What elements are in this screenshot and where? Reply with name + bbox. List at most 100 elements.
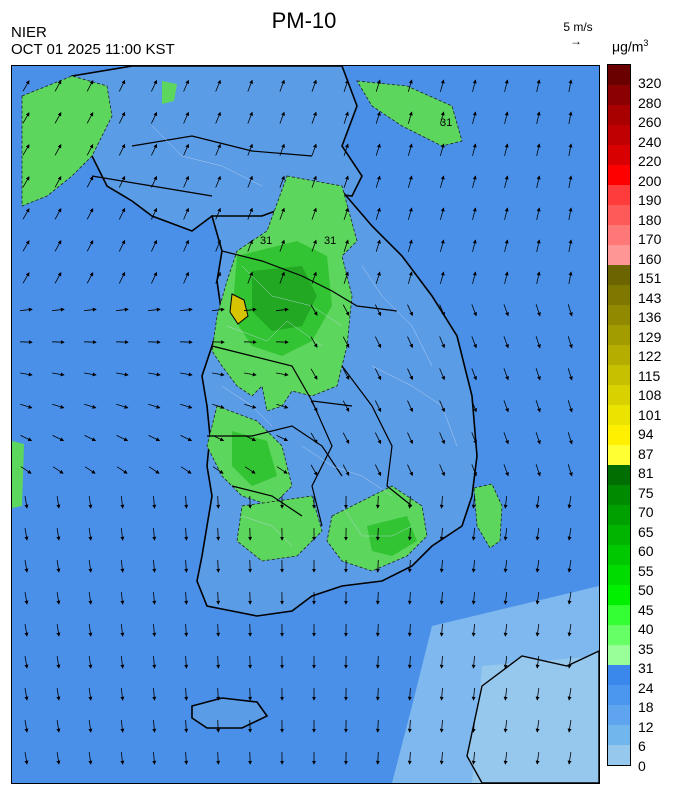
wind-arrow — [22, 144, 30, 156]
wind-arrow — [52, 435, 65, 442]
wind-arrow — [568, 111, 573, 124]
wind-arrow — [374, 464, 382, 477]
wind-arrow — [567, 592, 572, 605]
wind-arrow — [86, 239, 94, 252]
wind-arrow — [244, 466, 256, 474]
color-scale-label: 129 — [638, 328, 662, 345]
unit-label: μg/m3 — [612, 38, 648, 55]
color-scale-label: 108 — [638, 387, 662, 403]
wind-arrow — [86, 271, 94, 284]
wind-arrow — [471, 400, 477, 413]
color-scale-step — [608, 685, 630, 706]
wind-arrow — [374, 368, 382, 381]
wind-arrow — [120, 687, 125, 701]
wind-arrow — [342, 304, 350, 317]
wind-arrow — [440, 175, 445, 188]
color-scale-label: 220 — [638, 153, 662, 169]
wind-arrow — [88, 719, 93, 733]
wind-arrow — [54, 111, 62, 124]
wind-arrow — [567, 528, 572, 541]
wind-arrow — [56, 496, 61, 509]
wind-arrow — [276, 435, 289, 442]
wind-arrow — [244, 435, 257, 442]
wind-arrow — [20, 435, 33, 442]
wind-arrow — [504, 79, 509, 92]
color-scale-label: 18 — [638, 699, 654, 715]
wind-arrow — [116, 372, 129, 377]
wind-arrow — [503, 687, 508, 701]
wind-arrow — [568, 79, 573, 92]
wind-reference-arrow-icon: → — [570, 34, 582, 48]
color-scale-label: 190 — [638, 192, 662, 208]
wind-arrow — [343, 207, 349, 220]
wind-arrow — [504, 143, 509, 156]
wind-arrow — [24, 592, 29, 605]
wind-arrow — [440, 239, 445, 252]
color-scale-step — [608, 145, 630, 166]
wind-arrow — [439, 464, 445, 477]
color-scale-step — [608, 665, 630, 686]
wind-arrow — [184, 495, 189, 509]
wind-arrow — [343, 271, 349, 284]
wind-arrow — [184, 719, 189, 733]
contour-label: 31 — [440, 117, 452, 129]
wind-arrow — [243, 307, 257, 312]
wind-arrow — [148, 435, 161, 442]
wind-arrow — [471, 432, 477, 445]
wind-arrow — [407, 143, 413, 156]
wind-arrow — [375, 207, 381, 220]
wind-arrow — [439, 495, 444, 509]
wind-arrow — [184, 559, 189, 573]
color-scale-label: 55 — [638, 562, 654, 579]
wind-arrow — [439, 368, 445, 381]
wind-arrow — [535, 656, 540, 669]
color-scale-label: 151 — [638, 270, 662, 286]
wind-arrow — [536, 143, 541, 156]
wind-arrow — [184, 655, 189, 669]
wind-arrow — [22, 208, 30, 220]
wind-arrow — [275, 307, 289, 312]
wind-arrow — [503, 400, 509, 413]
wind-arrow — [184, 623, 189, 637]
color-scale-step — [608, 485, 630, 506]
timestamp-label: OCT 01 2025 11:00 KST — [11, 41, 175, 58]
color-scale-step — [608, 445, 630, 466]
wind-arrow — [24, 720, 29, 733]
color-scale-label: 136 — [638, 309, 662, 325]
wind-arrow — [471, 336, 477, 349]
color-scale-label: 180 — [638, 211, 662, 228]
wind-arrow — [407, 304, 413, 317]
wind-arrow — [472, 271, 477, 284]
wind-arrow — [118, 175, 126, 188]
color-scale-step — [608, 105, 630, 126]
wind-arrow — [52, 403, 65, 409]
wind-arrow — [440, 207, 445, 220]
wind-arrow — [374, 432, 382, 445]
wind-arrow — [407, 527, 412, 541]
wind-arrow — [407, 79, 413, 92]
wind-arrow — [439, 655, 444, 669]
wind-arrow — [407, 591, 412, 605]
wind-arrow — [24, 656, 29, 669]
color-scale-step — [608, 405, 630, 426]
color-scale-step — [608, 525, 630, 546]
wind-arrow — [439, 751, 444, 765]
wind-arrow — [471, 495, 476, 509]
wind-arrow — [215, 207, 221, 220]
wind-arrow — [311, 239, 317, 252]
wind-arrow — [567, 304, 573, 317]
wind-arrow — [88, 655, 93, 669]
wind-arrow — [536, 175, 541, 188]
wind-arrow — [439, 719, 444, 733]
wind-arrow — [56, 688, 61, 701]
wind-arrow — [183, 111, 189, 124]
wind-arrow — [152, 495, 157, 509]
agency-label: NIER — [11, 24, 47, 41]
wind-arrow — [24, 688, 29, 701]
wind-arrow — [86, 79, 94, 92]
wind-arrow — [152, 687, 157, 701]
wind-arrow — [535, 592, 540, 605]
color-scale-label: 6 — [638, 738, 646, 754]
wind-arrow — [216, 591, 221, 605]
color-scale-label: 200 — [638, 172, 662, 189]
